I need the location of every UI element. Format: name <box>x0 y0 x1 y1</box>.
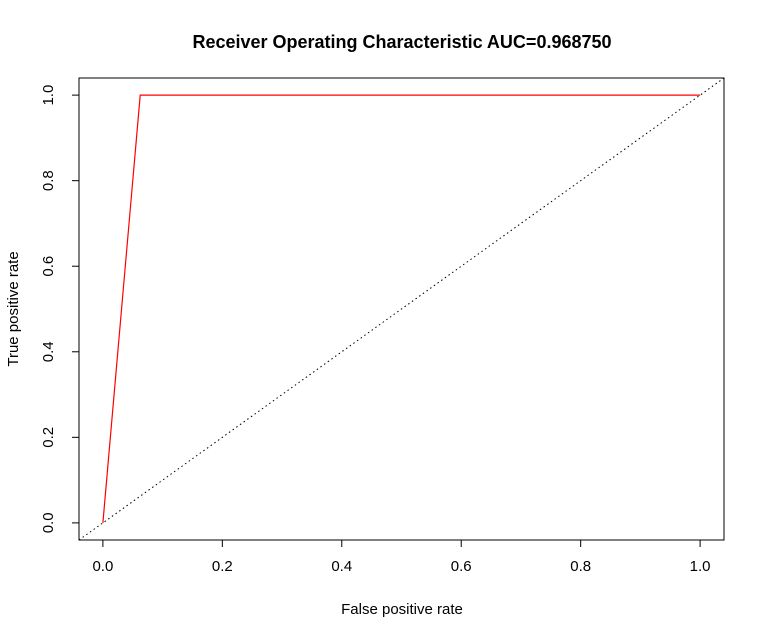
x-axis-label: False positive rate <box>341 601 463 618</box>
reference-diagonal-line <box>78 77 725 541</box>
chart-title: Receiver Operating Characteristic AUC=0.… <box>192 32 611 52</box>
roc-curve-line <box>102 94 701 523</box>
y-tick-label: 0.8 <box>40 170 57 191</box>
reference-layer <box>78 77 725 541</box>
x-axis: 0.0 0.2 0.4 0.6 0.8 1.0 <box>92 540 711 575</box>
x-tick-label: 0.2 <box>212 558 233 575</box>
series-layer <box>102 94 701 523</box>
y-axis-label: True positive rate <box>5 251 22 366</box>
y-tick-label: 0.2 <box>40 427 57 448</box>
y-tick-label: 0.0 <box>40 512 57 533</box>
x-tick-label: 0.4 <box>331 558 352 575</box>
y-axis: 0.0 0.2 0.4 0.6 0.8 1.0 <box>40 85 79 533</box>
x-tick-label: 0.6 <box>451 558 472 575</box>
x-tick-label: 0.8 <box>570 558 591 575</box>
x-tick-label: 1.0 <box>690 558 711 575</box>
plot-frame <box>78 77 725 541</box>
y-tick-label: 1.0 <box>40 85 57 106</box>
y-tick-label: 0.4 <box>40 341 57 362</box>
y-tick-label: 0.6 <box>40 256 57 277</box>
x-tick-label: 0.0 <box>92 558 113 575</box>
